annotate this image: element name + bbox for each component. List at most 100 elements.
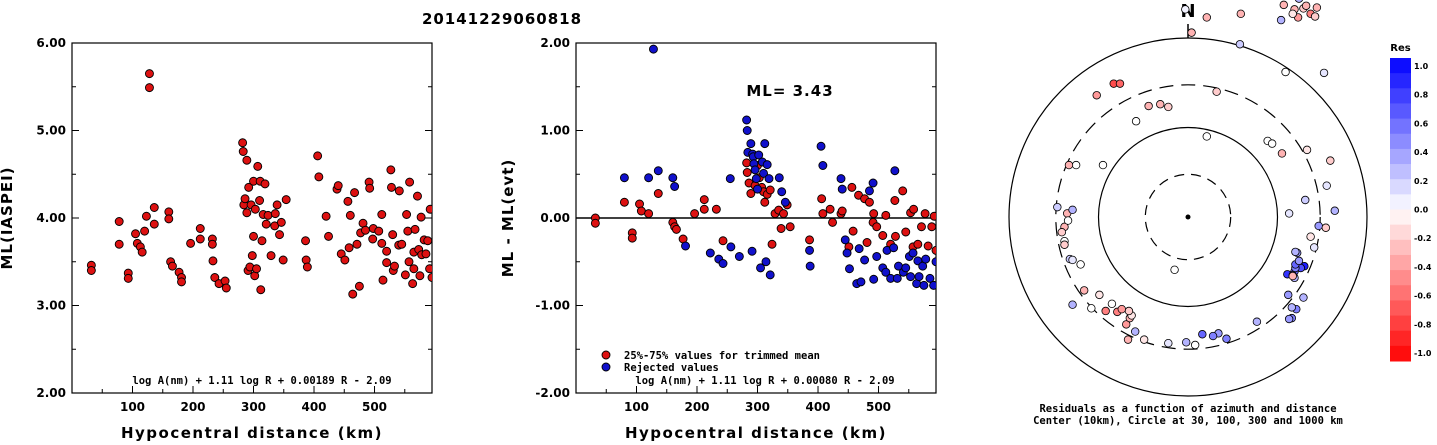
data-point <box>255 196 265 205</box>
rejected-point <box>681 241 690 251</box>
plot-frame <box>71 42 433 394</box>
data-point <box>368 234 378 244</box>
station-point <box>1302 145 1312 155</box>
data-point <box>253 161 263 171</box>
rejected-point <box>718 259 728 268</box>
rejected-point <box>753 184 762 194</box>
epicenter-marker <box>1185 214 1191 220</box>
rejected-point <box>854 244 864 254</box>
y-tick-label: 2.00 <box>36 386 66 400</box>
data-point <box>278 255 288 265</box>
colorbar-segment <box>1390 73 1411 89</box>
rejected-point <box>845 264 854 274</box>
data-point <box>818 209 828 219</box>
rejected-point <box>837 184 847 194</box>
data-point <box>917 222 926 232</box>
station-point <box>1330 206 1339 215</box>
data-point <box>872 222 882 232</box>
data-point <box>238 138 248 148</box>
data-point <box>238 147 248 156</box>
data-point <box>247 251 257 261</box>
station-point <box>1060 240 1069 249</box>
data-point <box>260 179 270 189</box>
data-point <box>208 256 218 266</box>
x-tick-label: 500 <box>362 400 387 414</box>
data-point <box>699 204 709 214</box>
station-point <box>1053 202 1062 212</box>
data-point <box>140 226 150 236</box>
station-point <box>1310 12 1320 21</box>
station-point <box>1252 317 1262 326</box>
data-point <box>352 239 362 249</box>
colorbar-segment <box>1390 224 1411 241</box>
station-point <box>1181 5 1190 14</box>
data-point <box>114 217 124 226</box>
legend-marker-trimmed <box>601 350 611 360</box>
colorbar-tick-label: 1.0 <box>1414 62 1429 71</box>
data-point <box>805 235 814 245</box>
rejected-point <box>747 246 757 256</box>
rejected-point <box>836 174 846 184</box>
data-point <box>913 239 923 249</box>
station-point <box>1284 209 1294 218</box>
map-caption-line1: Residuals as a function of azimuth and d… <box>1039 403 1336 415</box>
data-point <box>817 194 827 204</box>
rejected-point <box>908 248 918 258</box>
data-points <box>590 44 936 290</box>
ml-annotation: ML= 3.43 <box>746 82 833 100</box>
data-point <box>324 231 333 241</box>
colorbar-segment <box>1390 58 1411 74</box>
data-point <box>360 225 370 235</box>
data-point <box>164 214 174 224</box>
rejected-point <box>705 248 715 258</box>
rejected-point <box>648 44 658 54</box>
colorbar-tick-label: -1.0 <box>1414 349 1432 358</box>
data-point <box>402 210 412 219</box>
station-point <box>1288 271 1297 281</box>
data-point <box>403 226 413 236</box>
data-point <box>114 239 124 249</box>
data-point <box>718 236 728 246</box>
rejected-point <box>856 277 866 287</box>
data-point <box>423 236 432 246</box>
y-tick-label: 6.00 <box>36 36 66 50</box>
x-tick-label: 300 <box>241 400 266 414</box>
station-point <box>1123 335 1133 344</box>
station-point <box>1092 91 1101 100</box>
data-point <box>881 210 891 220</box>
data-point <box>141 211 151 221</box>
data-point <box>427 273 432 282</box>
station-point <box>1144 101 1153 111</box>
data-point <box>404 257 414 267</box>
rejected-point <box>892 273 902 283</box>
data-point <box>340 255 350 265</box>
data-point <box>131 229 140 239</box>
y-axis-label: ML(IASPEI) <box>0 166 16 269</box>
colorbar-tick-label: 0.6 <box>1414 119 1429 128</box>
data-point <box>281 195 291 205</box>
station-point <box>1284 314 1294 324</box>
colorbar-segment <box>1390 164 1411 180</box>
station-point <box>1071 160 1081 170</box>
data-point <box>387 182 396 192</box>
rejected-point <box>746 139 756 149</box>
station-point <box>1087 304 1096 313</box>
rejected-point <box>881 267 891 277</box>
station-point <box>1287 303 1297 312</box>
data-point <box>636 206 646 216</box>
data-point <box>619 197 629 207</box>
colorbar-segment <box>1390 315 1411 332</box>
data-point <box>177 277 186 287</box>
station-point <box>1187 28 1196 37</box>
data-point <box>405 177 415 187</box>
colorbar-segment <box>1390 133 1411 150</box>
data-point <box>301 236 310 246</box>
colorbar-segment <box>1390 103 1411 120</box>
rejected-point <box>726 242 736 252</box>
station-point <box>1235 40 1245 49</box>
colorbar-segment <box>1390 148 1411 165</box>
y-tick-label: -2.00 <box>535 386 570 400</box>
data-point <box>333 181 343 191</box>
data-point <box>276 217 286 227</box>
station-point <box>1164 102 1173 112</box>
